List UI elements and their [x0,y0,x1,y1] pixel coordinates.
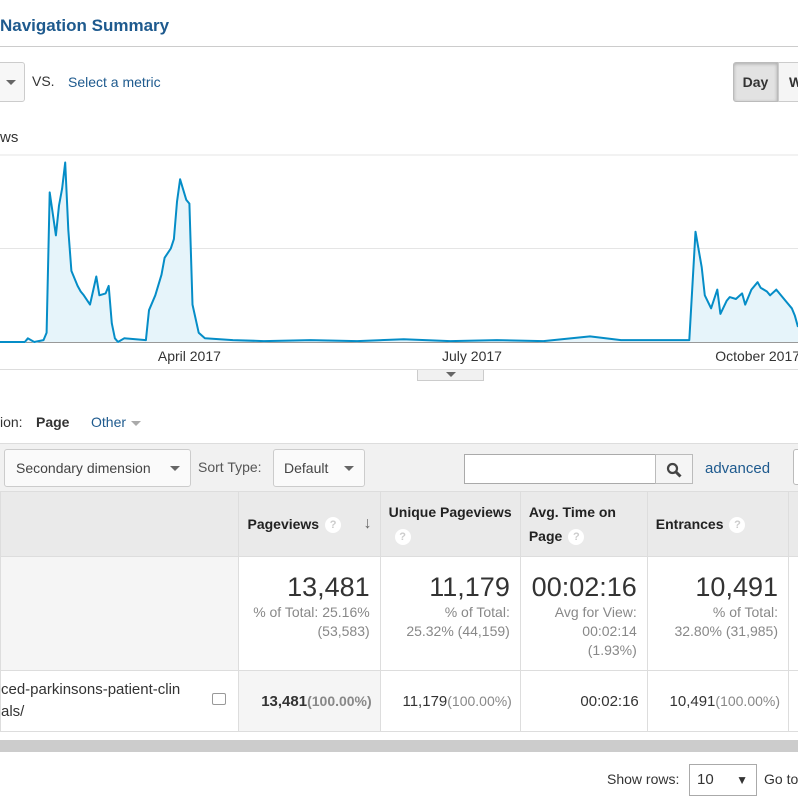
primary-dimension-label: ion: [0,414,23,430]
total-value: 13,481 [287,572,370,602]
rows-value: 10 [697,771,714,788]
help-icon[interactable]: ? [568,529,585,546]
chevron-down-icon [6,80,16,85]
header-label: Unique Pageviews [388,504,512,520]
cell-pct: (100.00%) [307,692,372,709]
dimension-page[interactable]: Page [36,414,70,430]
table-header-row: Pageviews? ↓ Unique Pageviews? Avg. Time … [0,491,798,557]
show-rows-select[interactable]: 10 ▼ [689,764,757,796]
total-value: 10,491 [695,572,778,602]
x-tick-label: July 2017 [442,348,502,364]
header-label: Pageviews [247,516,320,532]
data-table: Pageviews? ↓ Unique Pageviews? Avg. Time … [0,491,798,732]
view-toggle-button[interactable] [793,449,798,485]
total-entrances: 10,491 % of Total: 32.80% (31,985) [646,556,790,671]
series-label: ws [0,129,19,146]
secondary-dimension-dropdown[interactable]: Secondary dimension [4,449,191,487]
header-label: Entrances [655,516,724,532]
total-sub: Avg for View: [554,604,637,620]
total-sub: 25.32% (44,159) [406,623,510,639]
select-metric-link[interactable]: Select a metric [68,74,161,90]
header-next[interactable] [788,491,798,557]
row-unique: 11,179(100.00%) [379,670,521,732]
line-chart: April 2017 July 2017 October 2017 [0,154,798,364]
page-path-cont[interactable]: als/ [1,703,25,720]
collapse-chart-handle[interactable] [417,370,484,381]
cell-value: 10,491 [669,692,716,710]
header-page[interactable] [0,491,240,557]
totals-row: 13,481 % of Total: 25.16% (53,583) 11,179%… [0,556,798,671]
row-next [788,670,798,732]
sort-type-label: Sort Type: [198,459,262,475]
dimension-other[interactable]: Other [91,414,142,430]
page-title: Navigation Summary [0,16,170,35]
divider [0,46,798,47]
day-button[interactable]: Day [733,62,778,102]
sort-type-value: Default [284,460,329,476]
external-link-icon[interactable] [212,693,227,705]
show-rows-label: Show rows: [607,771,680,787]
header-pageviews[interactable]: Pageviews? ↓ [238,491,381,557]
total-sub: (1.93%) [587,642,637,658]
cell-value: 11,179 [402,692,448,710]
secondary-dimension-label: Secondary dimension [16,460,151,476]
total-pageviews: 13,481 % of Total: 25.16% (53,583) [238,556,381,671]
help-icon[interactable]: ? [729,517,746,534]
week-button[interactable]: W [778,62,798,102]
horizontal-scrollbar[interactable] [0,740,798,752]
table-toolbar: Secondary dimension Sort Type: Default a… [0,443,798,491]
vs-label: VS. [32,73,55,89]
total-next [788,556,798,671]
total-sub: % of Total: [444,604,510,620]
totals-label-cell [0,556,240,671]
chevron-down-icon [131,420,142,426]
divider [0,369,798,370]
help-icon[interactable]: ? [394,529,411,546]
total-sub: (53,583) [317,623,370,639]
sort-desc-arrow-icon[interactable]: ↓ [363,515,372,532]
search-icon [666,463,682,478]
series-area [0,162,798,342]
total-sub: % of Total: 25.16% [253,604,370,620]
table-search-input[interactable] [464,454,656,484]
sort-type-dropdown[interactable]: Default [273,449,365,487]
search-button[interactable] [655,454,693,484]
total-value: 11,179 [429,572,510,602]
total-sub: 32.80% (31,985) [674,623,778,639]
x-tick-label: October 2017 [715,348,798,364]
total-value: 00:02:16 [531,572,637,602]
go-to-label: Go to [764,771,798,787]
cell-pct: (100.00%) [715,692,780,709]
header-label: Avg. Time on Page [528,504,616,544]
chevron-down-icon [170,466,180,471]
metric-dropdown[interactable] [0,62,25,102]
row-entrances: 10,491(100.00%) [646,670,790,732]
row-pageviews: 13,481(100.00%) [238,670,381,732]
x-tick-label: April 2017 [158,348,221,364]
header-entrances[interactable]: Entrances? [646,491,790,557]
total-sub: % of Total: [712,604,778,620]
series-line [0,161,798,343]
chevron-down-icon [344,466,354,471]
total-avgtime: 00:02:16 Avg for View: 00:02:14 (1.93%) [519,556,648,671]
header-avg-time[interactable]: Avg. Time on Page? [519,491,648,557]
total-sub: 00:02:14 [582,623,637,639]
chevron-down-icon [446,372,456,377]
table-row: ced-parkinsons-patient-clin als/ 13,481(1… [0,670,798,732]
advanced-filter-link[interactable]: advanced [705,460,771,477]
cell-value: 00:02:16 [580,692,639,710]
dimension-other-label: Other [91,414,127,430]
page-cell[interactable]: ced-parkinsons-patient-clin als/ [0,670,240,732]
row-avgtime: 00:02:16 [519,670,648,732]
total-unique: 11,179 % of Total: 25.32% (44,159) [379,556,521,671]
header-unique-pageviews[interactable]: Unique Pageviews? [379,491,521,557]
help-icon[interactable]: ? [325,517,342,534]
page-path[interactable]: ced-parkinsons-patient-clin [1,681,181,698]
cell-value: 13,481 [261,692,308,710]
cell-pct: (100.00%) [447,692,512,709]
chevron-down-icon: ▼ [736,773,748,787]
